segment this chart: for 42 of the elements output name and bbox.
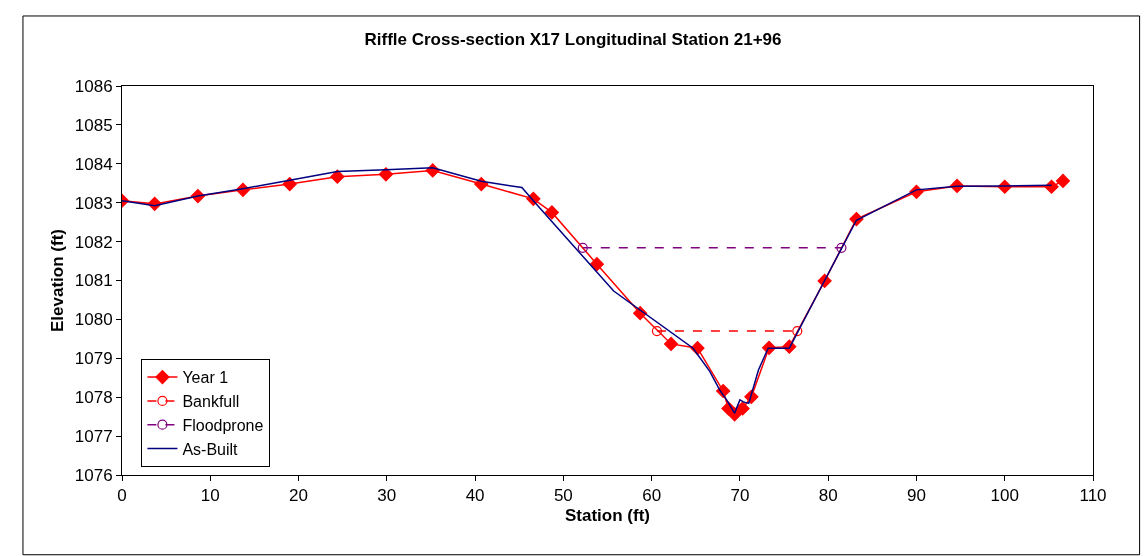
y-tick-label: 1084 bbox=[74, 154, 113, 174]
point bbox=[663, 336, 679, 352]
point bbox=[589, 257, 605, 272]
x-tick-label: 80 bbox=[818, 486, 838, 506]
x-tick-label: 100 bbox=[990, 486, 1019, 506]
point bbox=[792, 325, 803, 337]
point bbox=[544, 205, 559, 220]
x-tick-label: 0 bbox=[117, 486, 127, 506]
y-tick-label: 1080 bbox=[74, 310, 113, 330]
legend-label: Bankfull bbox=[182, 393, 240, 411]
x-tick-label: 20 bbox=[289, 486, 309, 506]
point bbox=[577, 242, 588, 253]
y-tick-label: 1077 bbox=[74, 427, 113, 447]
y-tick-label: 1085 bbox=[74, 115, 113, 135]
chart-title: Riffle Cross-section X17 Longitudinal Station 21+96 bbox=[364, 30, 782, 50]
y-tick-label: 1076 bbox=[74, 465, 113, 485]
x-axis-title: Station (ft) bbox=[565, 505, 650, 525]
point bbox=[836, 242, 847, 253]
point bbox=[1055, 173, 1071, 189]
y-axis-title: Elevation (ft) bbox=[48, 229, 68, 332]
y-tick-label: 1081 bbox=[74, 271, 113, 291]
legend-label: Floodprone bbox=[182, 416, 264, 434]
y-tick-label: 1079 bbox=[74, 349, 113, 369]
x-tick-label: 60 bbox=[642, 486, 662, 506]
legend-label: As-Built bbox=[182, 440, 239, 458]
point bbox=[651, 325, 663, 337]
point bbox=[378, 167, 394, 182]
point bbox=[735, 401, 750, 416]
y-tick-label: 1082 bbox=[74, 232, 113, 252]
x-tick-label: 10 bbox=[200, 486, 220, 506]
legend-label: Year 1 bbox=[182, 369, 229, 387]
x-tick-label: 40 bbox=[465, 486, 485, 506]
x-tick-label: 30 bbox=[377, 486, 397, 506]
x-tick-label: 70 bbox=[730, 486, 750, 506]
y-tick-label: 1083 bbox=[74, 193, 113, 213]
y-tick-label: 1086 bbox=[74, 76, 113, 96]
point bbox=[282, 176, 297, 192]
x-tick-label: 110 bbox=[1079, 486, 1107, 506]
x-tick-label: 90 bbox=[906, 486, 926, 506]
y-tick-label: 1078 bbox=[74, 388, 113, 408]
x-tick-label: 50 bbox=[553, 486, 573, 506]
point bbox=[330, 169, 345, 184]
